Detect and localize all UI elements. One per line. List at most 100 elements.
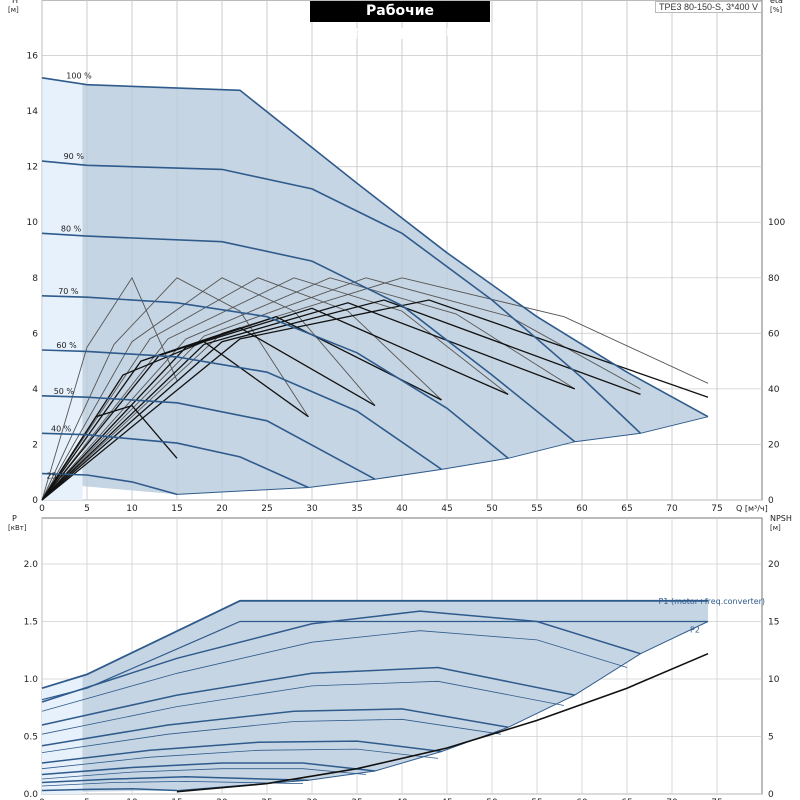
- speed-percent-label: 25 %: [47, 472, 68, 481]
- x-tick-label: 30: [306, 504, 318, 514]
- efficiency-curve: [41, 299, 709, 501]
- x-tick-label: 50: [486, 504, 498, 514]
- efficiency-curve: [41, 299, 641, 501]
- y2-tick-label: 5: [768, 733, 774, 743]
- p1-curve: [41, 599, 708, 690]
- model-label: TPE3 80-150-S, 3*400 V: [655, 1, 763, 13]
- efficiency-curve: [41, 315, 442, 501]
- efficiency-curve: [41, 277, 442, 501]
- speed-curve: [41, 160, 642, 434]
- x-tick-label: 30: [306, 798, 318, 800]
- p2-legend-label: P2: [690, 626, 700, 635]
- lower-boundary: [176, 416, 709, 495]
- y2-tick-label: 10: [768, 675, 780, 685]
- power-curve: [41, 768, 367, 780]
- x-tick-label: 25: [261, 504, 272, 514]
- chart-title: Рабочие характеристики: [310, 1, 490, 40]
- power-curve: [41, 718, 502, 753]
- y-tick-label: 0: [32, 496, 38, 506]
- x-tick-label: 40: [396, 504, 408, 514]
- y-axis-unit: [м]: [8, 6, 19, 14]
- speed-percent-label: 100 %: [66, 72, 92, 81]
- x-tick-label: 45: [441, 798, 452, 800]
- x-tick-label: 65: [621, 798, 632, 800]
- y-tick-label: 10: [27, 218, 39, 228]
- power-curve: [41, 776, 309, 784]
- speed-curve: [41, 472, 178, 496]
- y2-tick-label: 80: [768, 274, 780, 284]
- x-tick-label: 75: [711, 504, 722, 514]
- y2-tick-label: 20: [768, 560, 780, 570]
- speed-percent-label: 80 %: [61, 224, 82, 233]
- efficiency-curve: [41, 277, 576, 501]
- head-plot: 0 5 10 15 20 25 30 35 40 45 50 55 60 65 70 75 0 2 4 6 8 10 12 1…: [8, 0, 785, 514]
- x-tick-label: 20: [216, 798, 228, 800]
- y2-tick-label: 20: [768, 440, 780, 450]
- x-tick-label: 0: [39, 504, 45, 514]
- power-curve: [41, 748, 439, 770]
- y2-axis-label: eta: [770, 0, 783, 5]
- x-tick-label: 75: [711, 798, 722, 800]
- x-tick-label: 45: [441, 504, 452, 514]
- x-tick-label: 60: [576, 798, 588, 800]
- x-tick-label: 10: [126, 798, 138, 800]
- power-curve: [41, 630, 628, 712]
- y-tick-label: 4: [32, 385, 38, 395]
- x-tick-label: 50: [486, 798, 498, 800]
- x-tick-label: 55: [531, 504, 542, 514]
- x-tick-label: 55: [531, 798, 542, 800]
- y-tick-label: 16: [27, 52, 39, 62]
- x-tick-label: 15: [171, 798, 182, 800]
- y-tick-label: 6: [32, 329, 38, 339]
- x-tick-label: 10: [126, 504, 138, 514]
- speed-curve: [41, 295, 509, 459]
- speed-percent-label: 70 %: [58, 287, 79, 296]
- x-tick-label: 70: [666, 504, 678, 514]
- x-axis-label: Q [м³/ч]: [736, 504, 768, 513]
- x-tick-label: 20: [216, 504, 228, 514]
- power-curve: [41, 780, 304, 787]
- p1-legend-label: P1 (motor+freq.converter): [659, 597, 766, 606]
- efficiency-curve: [41, 277, 709, 501]
- y-tick-label: 2.0: [24, 560, 39, 570]
- efficiency-curve: [41, 277, 509, 501]
- x-tick-label: 60: [576, 504, 588, 514]
- power-plot: 0510152025303540455055606570750.00.51.01…: [8, 514, 792, 800]
- speed-curve: [41, 432, 309, 489]
- x-tick-label: 5: [84, 798, 90, 800]
- low-flow-region: [42, 675, 83, 794]
- p2-curve: [41, 620, 708, 701]
- y-tick-label: 0.0: [24, 790, 39, 800]
- operating-region: [82, 84, 708, 495]
- y2-tick-label: 0: [768, 790, 774, 800]
- x-tick-label: 0: [39, 798, 45, 800]
- y2-axis-unit: [%]: [770, 6, 782, 14]
- y-tick-label: 2: [32, 440, 38, 450]
- speed-curve: [41, 232, 576, 443]
- y-tick-label: 8: [32, 274, 38, 284]
- x-tick-label: 40: [396, 798, 408, 800]
- power-curve: [41, 740, 442, 764]
- y2-tick-label: 60: [768, 329, 780, 339]
- efficiency-curve: [41, 277, 641, 501]
- y-tick-label: 12: [27, 163, 38, 173]
- y-tick-label: 14: [27, 107, 39, 117]
- efficiency-curve: [41, 340, 309, 501]
- y-axis-unit: [кВт]: [8, 524, 27, 532]
- low-flow-region: [42, 77, 83, 501]
- x-tick-label: 35: [351, 504, 362, 514]
- efficiency-curve: [41, 276, 178, 501]
- efficiency-curve: [41, 307, 509, 501]
- efficiency-curve: [41, 277, 376, 501]
- x-tick-label: 65: [621, 504, 632, 514]
- efficiency-curve: [41, 302, 576, 501]
- power-curve: [41, 610, 641, 703]
- speed-curve: [41, 349, 443, 471]
- speed-percent-label: 50 %: [54, 387, 75, 396]
- y2-axis-unit: [м]: [770, 524, 781, 532]
- y-tick-label: 0.5: [24, 733, 38, 743]
- power-curve: [41, 680, 565, 735]
- efficiency-curve: [41, 277, 309, 501]
- y-tick-label: 1.0: [24, 675, 39, 685]
- x-tick-label: 70: [666, 798, 678, 800]
